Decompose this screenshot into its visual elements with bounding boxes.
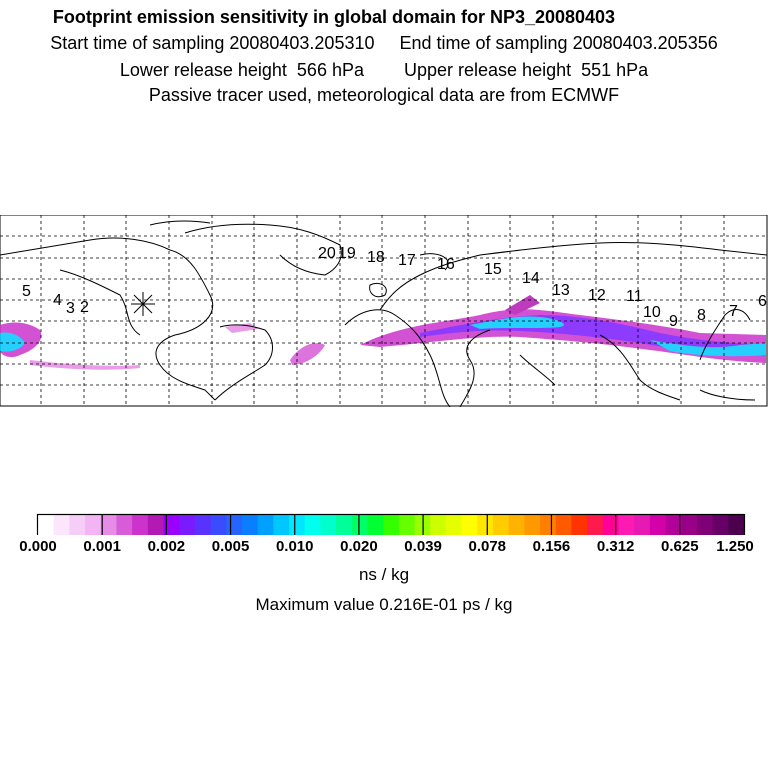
graticule (0, 215, 767, 406)
colorbar-units: ns / kg (358, 565, 410, 584)
colorbar-tick-label: 0.005 (211, 538, 250, 555)
colorbar-cell (634, 515, 651, 535)
colorbar-cell (257, 515, 274, 535)
colorbar-cell (241, 515, 259, 535)
trajectory-label: 3 (66, 300, 75, 317)
colorbar-cell (728, 515, 745, 535)
colorbar-tick-label: 0.001 (83, 538, 121, 555)
colorbar-cell (179, 515, 196, 535)
trajectory-label: 7 (729, 303, 738, 320)
trajectory-label: 4 (53, 292, 62, 309)
footprint-plume (0, 295, 766, 370)
colorbar-cell (492, 515, 510, 535)
trajectory-label: 5 (22, 283, 31, 300)
colorbar-cell (210, 515, 227, 535)
trajectory-label: 10 (643, 304, 661, 321)
colorbar-cell (147, 515, 165, 535)
colorbar-tick-label: 0.078 (468, 538, 507, 555)
trajectory-label: 2 (80, 299, 89, 316)
colorbar-cell (69, 515, 86, 535)
colorbar-cell (100, 515, 117, 535)
colorbar-cell (508, 515, 525, 535)
colorbar-cell (461, 515, 478, 535)
colorbar-cell (320, 515, 337, 535)
trajectory-label: 9 (669, 313, 678, 330)
colorbar-cell (85, 515, 102, 535)
tracer-info-line: Passive tracer used, meteorological data… (148, 85, 620, 105)
colorbar-tick-label: 0.000 (19, 538, 57, 555)
trajectory-label: 8 (697, 307, 706, 324)
colorbar-cell (477, 515, 494, 535)
colorbar-cell (430, 515, 447, 535)
sampling-time-line: Start time of sampling 20080403.205310 E… (50, 33, 718, 53)
colorbar-cell (524, 515, 541, 535)
colorbar-cell (540, 515, 557, 535)
colorbar-cell (226, 515, 243, 535)
colorbar-cell (649, 515, 667, 535)
colorbar-cell (273, 515, 290, 535)
trajectory-label: 16 (437, 256, 455, 273)
release-height-line: Lower release height 566 hPa Upper relea… (119, 60, 649, 80)
colorbar-cell (383, 515, 400, 535)
colorbar-cell (116, 515, 133, 535)
colorbar-tick-label: 0.312 (596, 538, 635, 555)
colorbar (36, 513, 746, 535)
colorbar-tick-label: 0.010 (275, 538, 314, 555)
trajectory-label: 15 (484, 261, 502, 278)
trajectory-label: 19 (338, 245, 356, 262)
colorbar-tick-label: 1.250 (716, 538, 754, 555)
colorbar-tick-label: 0.625 (661, 538, 699, 555)
coastlines (0, 220, 768, 407)
colorbar-cell (351, 515, 368, 535)
colorbar-tick-label: 0.156 (532, 538, 571, 555)
colorbar-cell (602, 515, 619, 535)
colorbar-cell (398, 515, 416, 535)
trajectory-label: 18 (367, 249, 385, 266)
trajectory-label: 13 (552, 282, 570, 299)
colorbar-cell (665, 515, 682, 535)
colorbar-cell (304, 515, 321, 535)
colorbar-cell (132, 515, 149, 535)
colorbar-tick-label: 0.002 (147, 538, 186, 555)
colorbar-tick-label: 0.020 (340, 538, 378, 555)
colorbar-cell (367, 515, 384, 535)
plot-title: Footprint emission sensitivity in global… (52, 7, 616, 27)
colorbar-cell (194, 515, 212, 535)
trajectory-label: 12 (588, 287, 606, 304)
colorbar-cell (681, 515, 698, 535)
colorbar-cell (163, 515, 180, 535)
colorbar-tick-label: 0.039 (404, 538, 442, 555)
trajectory-label: 11 (626, 288, 643, 305)
colorbar-cell (618, 515, 635, 535)
maximum-value: Maximum value 0.216E-01 ps / kg (255, 595, 513, 614)
colorbar-cell (53, 515, 70, 535)
colorbar-cell (336, 515, 353, 535)
colorbar-cell (696, 515, 714, 535)
trajectory-label: 14 (522, 270, 540, 287)
colorbar-cell (289, 515, 306, 535)
colorbar-cell (712, 515, 729, 535)
trajectory-label: 6 (758, 293, 767, 310)
colorbar-cell (38, 515, 55, 535)
trajectory-label: 20 (318, 245, 336, 262)
release-point-marker (131, 292, 155, 316)
colorbar-cell (571, 515, 588, 535)
colorbar-cell (445, 515, 463, 535)
trajectory-label: 17 (398, 252, 416, 269)
colorbar-cell (587, 515, 604, 535)
colorbar-cell (555, 515, 572, 535)
